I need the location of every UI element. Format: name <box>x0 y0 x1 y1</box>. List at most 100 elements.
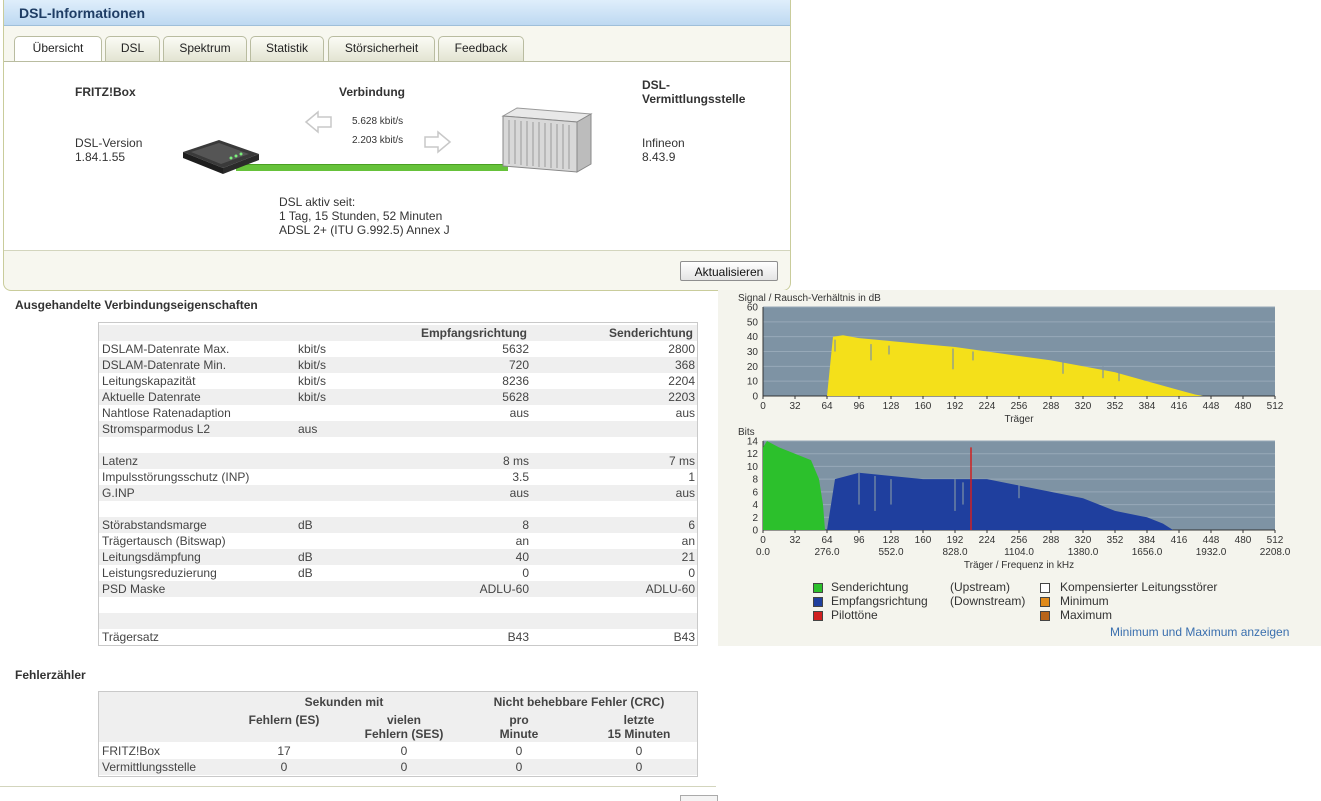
show-minmax-link[interactable]: Minimum und Maximum anzeigen <box>1110 625 1290 639</box>
panel-header <box>4 0 790 26</box>
props-row <box>99 613 697 629</box>
x-tick-label: 320 <box>1075 401 1092 412</box>
freq-tick-label: 1380.0 <box>1068 547 1099 558</box>
props-cell-name: DSLAM-Datenrate Min. <box>102 358 227 372</box>
x-tick-label: 224 <box>979 401 996 412</box>
props-cell-name: Trägertausch (Bitswap) <box>102 534 226 548</box>
tab-dsl[interactable]: DSL <box>105 36 160 61</box>
dslam-label-line1: DSL- <box>642 78 670 92</box>
props-row: DSLAM-Datenrate Max. kbit/s 5632 2800 <box>99 341 697 357</box>
x-tick-label: 288 <box>1043 401 1060 412</box>
props-cell-unit: dB <box>298 518 313 532</box>
props-cell-up: 6 <box>688 518 695 532</box>
tab-stoersicherheit[interactable]: Störsicherheit <box>328 36 435 61</box>
legend-min-swatch <box>1040 597 1050 607</box>
verbindung-label: Verbindung <box>339 85 405 99</box>
props-cell-up: aus <box>675 486 695 500</box>
x-tick-label: 160 <box>915 401 932 412</box>
overview-area <box>4 62 790 250</box>
lower-refresh-button-edge[interactable] <box>680 795 718 801</box>
props-row <box>99 501 697 517</box>
props-cell-name: Aktuelle Datenrate <box>102 390 201 404</box>
props-cell-down: 8236 <box>502 374 529 388</box>
y-tick-label: 12 <box>747 449 759 460</box>
tab-uebersicht[interactable]: Übersicht <box>14 36 102 62</box>
props-row: Leitungsdämpfung dB 40 21 <box>99 549 697 565</box>
col-l15-line2: 15 Minuten <box>607 727 671 741</box>
freq-tick-label: 276.0 <box>814 547 839 558</box>
y-tick-label: 40 <box>747 332 759 343</box>
rate-down: 5.628 kbit/s <box>352 116 404 127</box>
group-crc: Nicht behebbare Fehler (CRC) <box>493 695 665 709</box>
spectrum-chart-panel: Signal / Rausch-Verhältnis in dB 60 50 40 30… <box>718 290 1321 646</box>
dslam-label-line2: Vermittlungsstelle <box>642 92 746 106</box>
freq-tick-label: 1656.0 <box>1132 547 1163 558</box>
props-cell-name: Impulsstörungsschutz (INP) <box>102 470 250 484</box>
props-table: Empfangsrichtung Senderichtung DSLAM-Dat… <box>98 322 698 646</box>
props-cell-unit: kbit/s <box>298 390 327 404</box>
errors-heading: Fehlerzähler <box>15 668 86 682</box>
refresh-button[interactable]: Aktualisieren <box>680 261 778 281</box>
x-tick-label: 160 <box>915 535 932 546</box>
props-cell-name: Trägersatz <box>102 630 159 644</box>
x-tick-label: 256 <box>1011 401 1028 412</box>
x-tick-label: 192 <box>947 535 964 546</box>
y-tick-label: 60 <box>747 303 759 314</box>
dsl-mode: ADSL 2+ (ITU G.992.5) Annex J <box>279 223 450 237</box>
props-cell-unit: kbit/s <box>298 358 327 372</box>
props-cell-name: DSLAM-Datenrate Max. <box>102 342 230 356</box>
arrow-left-icon <box>304 110 332 134</box>
props-cell-unit: aus <box>298 422 318 436</box>
col-pm-line2: Minute <box>499 727 539 741</box>
props-cell-up: 1 <box>688 470 695 484</box>
y-tick-label: 30 <box>747 347 759 358</box>
x-tick-label: 32 <box>789 535 801 546</box>
col-pm-line1: pro <box>509 713 529 727</box>
panel-title: DSL-Informationen <box>19 5 145 21</box>
legend-up-swatch <box>813 583 823 593</box>
legend-pilot-label: Pilottöne <box>831 608 878 622</box>
x-tick-label: 32 <box>789 401 801 412</box>
props-cell-down: 5628 <box>502 390 529 404</box>
props-cell-down: an <box>515 534 529 548</box>
spectrum-charts: Signal / Rausch-Verhältnis in dB60504030… <box>738 293 1291 571</box>
y-tick-label: 6 <box>752 487 758 498</box>
props-cell-unit: dB <box>298 566 313 580</box>
props-heading: Ausgehandelte Verbindungseigenschaften <box>15 298 258 312</box>
tab-feedback[interactable]: Feedback <box>438 36 524 61</box>
freq-tick-label: 1932.0 <box>1196 547 1227 558</box>
legend-down-label: Empfangsrichtung <box>831 594 928 608</box>
freq-tick-label: 552.0 <box>878 547 903 558</box>
legend-min-label: Minimum <box>1060 594 1109 608</box>
props-cell-down: 8 ms <box>502 454 529 468</box>
props-cell-up: 2203 <box>668 390 695 404</box>
x-tick-label: 128 <box>883 535 900 546</box>
freq-tick-label: 0.0 <box>756 547 770 558</box>
x-tick-label: 0 <box>760 401 766 412</box>
legend-max-label: Maximum <box>1060 608 1113 622</box>
props-cell-down: aus <box>509 486 529 500</box>
connection-line <box>236 164 508 171</box>
y-tick-label: 20 <box>747 362 759 373</box>
dsl-info-panel: DSL-Informationen Übersicht DSL Spektrum… <box>3 0 791 291</box>
snr-area <box>827 335 1203 396</box>
x-tick-label: 352 <box>1107 535 1124 546</box>
y-tick-label: 4 <box>752 500 758 511</box>
x-tick-label: 288 <box>1043 535 1060 546</box>
y-tick-label: 2 <box>752 513 758 524</box>
props-row: PSD Maske ADLU-60 ADLU-60 <box>99 581 697 597</box>
props-cell-unit: kbit/s <box>298 374 327 388</box>
x-tick-label: 448 <box>1203 401 1220 412</box>
props-cell-up: 21 <box>681 550 695 564</box>
x-tick-label: 384 <box>1139 535 1156 546</box>
tab-spektrum[interactable]: Spektrum <box>163 36 247 61</box>
x-tick-label: 96 <box>853 401 865 412</box>
tab-statistik[interactable]: Statistik <box>250 36 324 61</box>
x-tick-label: 416 <box>1171 401 1188 412</box>
legend-komp-label: Kompensierter Leitungsstörer <box>1060 580 1218 594</box>
props-row: Trägersatz B43 B43 <box>99 629 697 645</box>
legend-down-en: (Downstream) <box>950 594 1026 608</box>
arrow-right-icon <box>424 130 452 154</box>
bits-x-title: Träger / Frequenz in kHz <box>964 560 1074 571</box>
x-tick-label: 416 <box>1171 535 1188 546</box>
